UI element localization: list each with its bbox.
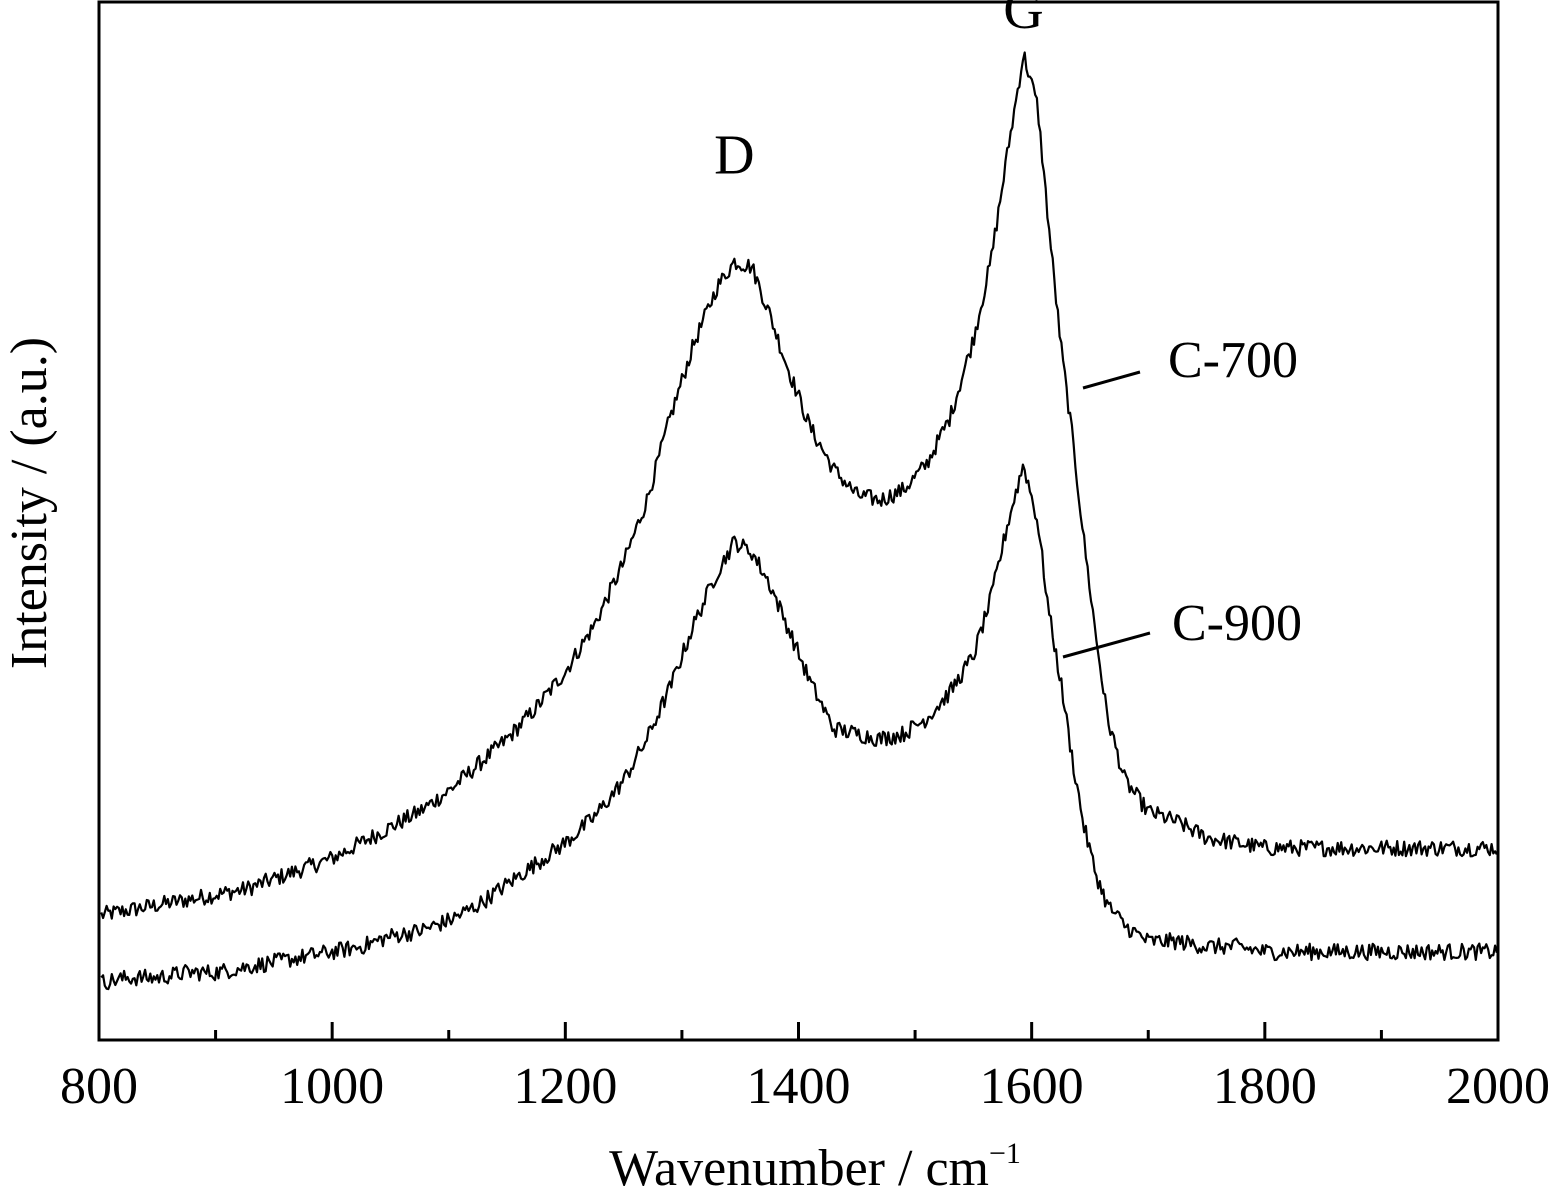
series-layer — [100, 51, 1498, 991]
peak-label-g: G — [1003, 0, 1043, 41]
y-axis-label: Intensity / (a.u.) — [1, 337, 58, 669]
peak-label-d: D — [714, 124, 754, 186]
series-line-c-900 — [100, 463, 1498, 991]
x-tick-label: 1600 — [980, 1058, 1084, 1115]
series-label-c-700: C-700 — [1168, 332, 1298, 389]
series-line-c-700 — [100, 51, 1498, 920]
x-tick-label: 1200 — [513, 1058, 617, 1115]
x-axis-label-main: Wavenumber / cm — [609, 1140, 989, 1195]
series-leader-line — [1062, 631, 1151, 659]
x-tick-label: 800 — [60, 1058, 138, 1115]
x-axis-label-superscript: −1 — [989, 1137, 1021, 1170]
x-axis-label: Wavenumber / cm−1 — [609, 1137, 1021, 1195]
x-axis-ticks: 800 1000 1200 1400 1600 1800 2000 — [60, 1022, 1550, 1115]
x-tick-label: 2000 — [1446, 1058, 1550, 1115]
x-tick-label: 1800 — [1213, 1058, 1317, 1115]
plot-frame — [97, 0, 1500, 1042]
x-tick-label: 1400 — [747, 1058, 851, 1115]
x-tick-label: 1000 — [280, 1058, 384, 1115]
series-leader-line — [1082, 370, 1141, 390]
series-label-c-900: C-900 — [1172, 595, 1302, 652]
annotation-layer: D G C-700 C-900 — [714, 0, 1302, 659]
